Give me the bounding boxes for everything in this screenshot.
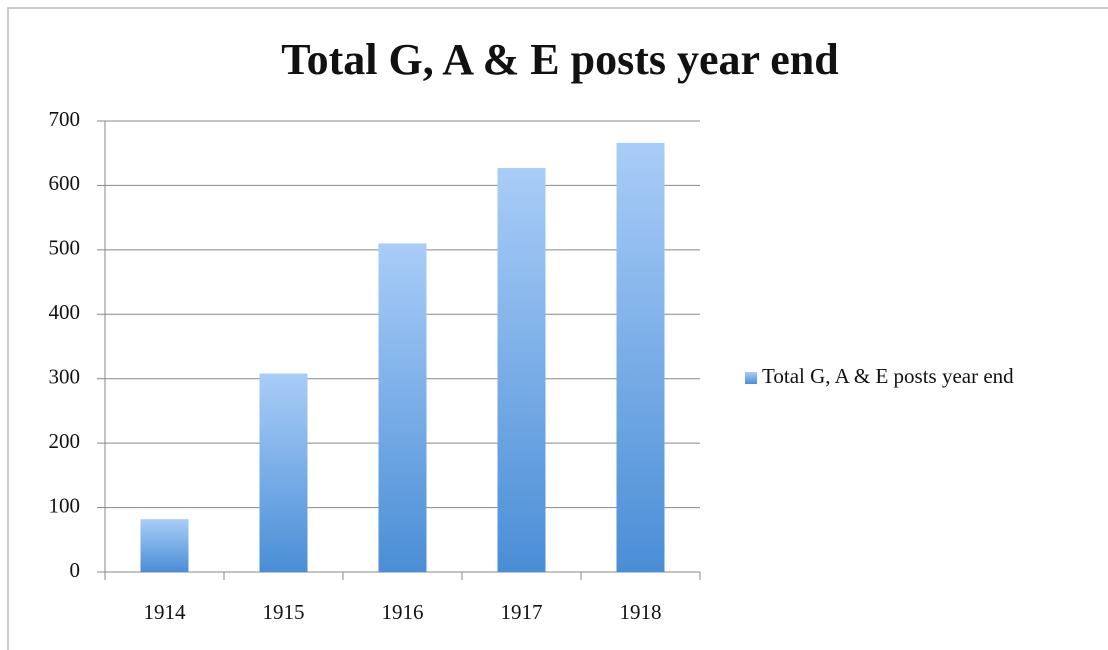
bar: [140, 519, 189, 572]
y-tick-label: 600: [49, 171, 81, 195]
x-tick-label: 1915: [263, 600, 305, 624]
y-tick-label: 400: [49, 300, 81, 324]
y-tick-label: 200: [49, 429, 81, 453]
chart-title: Total G, A & E posts year end: [281, 35, 838, 84]
x-tick-label: 1918: [620, 600, 662, 624]
legend-swatch: [745, 372, 757, 384]
y-tick-label: 100: [49, 493, 81, 517]
x-tick-label: 1914: [144, 600, 187, 624]
y-tick-label: 500: [49, 236, 81, 260]
bar: [497, 168, 546, 573]
y-tick-label: 0: [70, 558, 81, 582]
x-tick-label: 1916: [382, 600, 424, 624]
y-tick-label: 300: [49, 365, 81, 389]
y-tick-label: 700: [49, 107, 81, 131]
legend-label: Total G, A & E posts year end: [762, 364, 1014, 388]
bar: [616, 142, 665, 573]
x-tick-label: 1917: [501, 600, 543, 624]
bar: [378, 243, 427, 572]
bar: [259, 373, 308, 572]
frame: [7, 7, 1108, 650]
